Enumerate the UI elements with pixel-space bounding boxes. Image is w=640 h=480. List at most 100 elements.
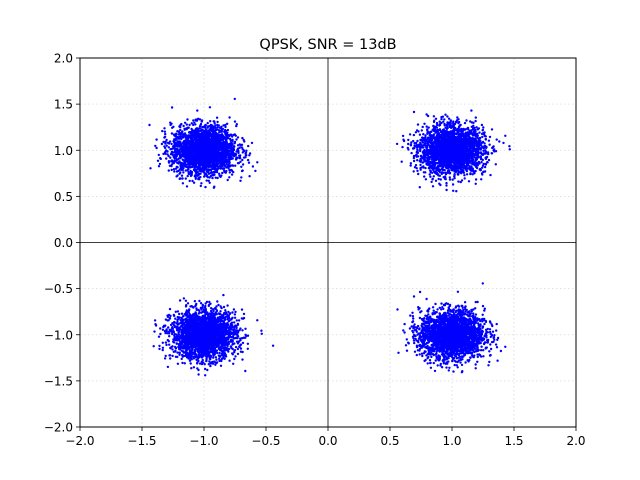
data-point xyxy=(235,124,238,128)
data-point xyxy=(160,142,164,146)
data-point xyxy=(475,165,478,169)
data-point xyxy=(457,173,460,176)
data-point xyxy=(187,172,190,176)
data-point xyxy=(482,149,485,152)
data-point xyxy=(198,133,201,136)
data-point xyxy=(467,135,470,138)
data-point xyxy=(200,155,204,159)
data-point xyxy=(468,157,472,160)
data-point xyxy=(432,154,436,158)
data-point xyxy=(456,135,459,138)
data-point xyxy=(206,121,209,125)
data-point xyxy=(447,117,451,120)
data-point xyxy=(437,164,441,168)
data-point xyxy=(400,160,403,163)
data-point xyxy=(187,163,190,166)
data-point xyxy=(221,151,224,154)
data-point xyxy=(211,147,215,150)
data-point xyxy=(472,134,476,137)
data-point xyxy=(453,175,456,178)
data-point xyxy=(454,148,457,151)
data-point xyxy=(455,161,458,164)
data-point xyxy=(195,161,198,164)
data-point xyxy=(455,165,459,168)
data-point xyxy=(478,140,481,143)
zero-axis-lines xyxy=(80,58,576,427)
data-point xyxy=(211,176,214,180)
data-point xyxy=(459,180,462,184)
data-point xyxy=(214,176,217,179)
data-point xyxy=(228,137,232,141)
data-point xyxy=(222,160,225,163)
data-point xyxy=(232,153,236,156)
data-point xyxy=(432,158,435,161)
data-point xyxy=(463,177,466,180)
data-point xyxy=(208,181,211,184)
data-point xyxy=(212,141,215,144)
data-point xyxy=(434,139,438,142)
data-point xyxy=(178,151,181,154)
data-point xyxy=(228,159,231,163)
data-point xyxy=(412,110,416,114)
data-point xyxy=(173,141,176,144)
data-point xyxy=(432,133,436,136)
data-point xyxy=(232,146,235,149)
data-point xyxy=(219,175,222,179)
data-point xyxy=(441,144,444,147)
data-point xyxy=(451,183,455,186)
data-point xyxy=(474,164,477,167)
data-point xyxy=(469,120,472,123)
data-point xyxy=(471,161,475,165)
data-point xyxy=(205,179,208,182)
data-point xyxy=(428,139,431,142)
data-point xyxy=(443,118,446,121)
data-point xyxy=(433,171,437,174)
data-point xyxy=(442,128,445,131)
data-point xyxy=(445,144,448,148)
data-point xyxy=(225,139,228,143)
data-point xyxy=(413,142,416,145)
data-point xyxy=(240,146,244,149)
data-point xyxy=(189,147,192,150)
data-point xyxy=(435,121,439,125)
data-point xyxy=(178,155,182,158)
data-point xyxy=(423,143,426,147)
data-point xyxy=(181,130,184,133)
data-point xyxy=(164,132,167,136)
data-point xyxy=(212,186,216,189)
data-point xyxy=(476,144,479,148)
data-point xyxy=(199,144,202,148)
data-point xyxy=(198,153,201,157)
data-point xyxy=(182,124,185,128)
data-point xyxy=(236,162,240,165)
data-point xyxy=(428,157,431,161)
data-point xyxy=(413,166,417,169)
data-point xyxy=(423,122,426,126)
data-point xyxy=(215,116,219,119)
data-point xyxy=(440,117,443,121)
data-point xyxy=(453,136,456,139)
data-point xyxy=(214,137,217,140)
data-point xyxy=(413,147,416,150)
data-point xyxy=(498,140,501,143)
data-point xyxy=(436,123,439,127)
data-point xyxy=(204,185,207,189)
data-point xyxy=(447,157,450,160)
data-point xyxy=(468,149,472,152)
data-point xyxy=(470,165,473,168)
data-point xyxy=(191,179,194,183)
data-point xyxy=(459,163,462,166)
data-point xyxy=(222,135,225,138)
data-point xyxy=(476,147,480,150)
data-point xyxy=(434,179,438,182)
data-point xyxy=(242,138,245,142)
data-point xyxy=(219,133,223,137)
data-point xyxy=(189,135,193,139)
data-point xyxy=(476,132,479,136)
data-point xyxy=(460,172,463,175)
data-point xyxy=(446,115,449,118)
data-point xyxy=(194,138,197,142)
data-point xyxy=(181,150,184,154)
data-point xyxy=(197,137,201,140)
